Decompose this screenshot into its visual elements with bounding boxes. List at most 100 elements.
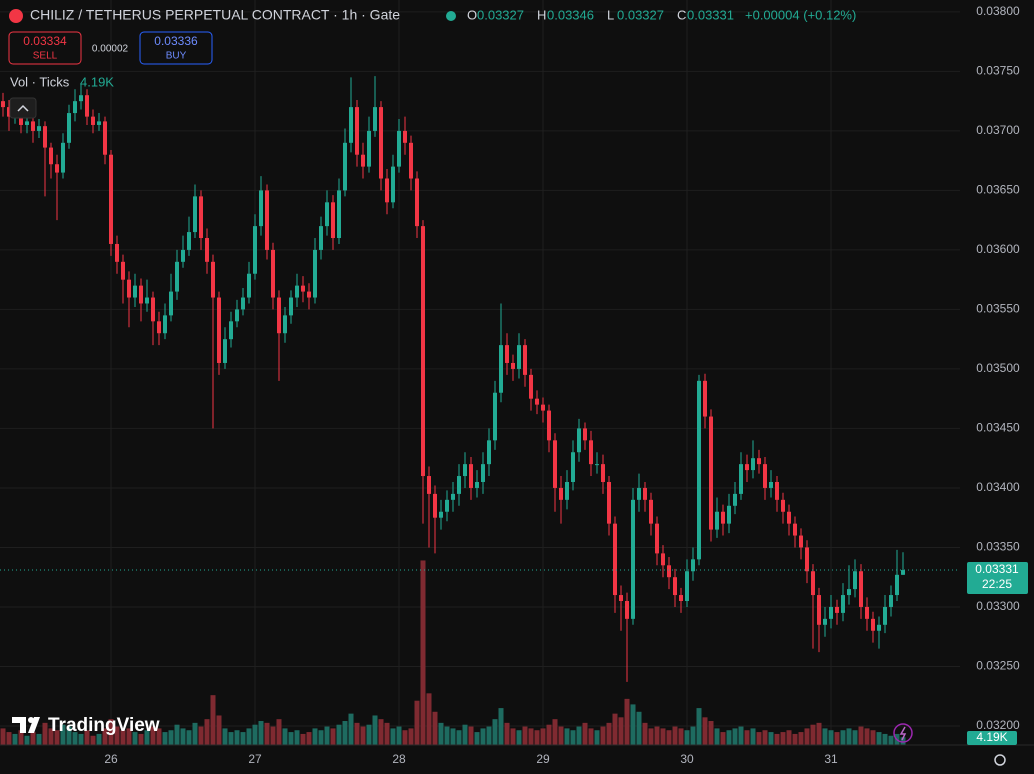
volume-bar <box>888 735 894 745</box>
volume-bar <box>378 719 384 745</box>
settings-icon[interactable] <box>994 754 1006 766</box>
volume-bar <box>276 719 282 745</box>
candle-body <box>865 606 869 619</box>
volume-pane <box>0 560 906 745</box>
volume-bar <box>606 722 612 745</box>
candle-body <box>301 285 305 292</box>
y-tick-label: 0.03700 <box>976 123 1020 137</box>
candle-body <box>265 190 269 250</box>
candle-body <box>355 107 359 155</box>
candle-body <box>97 121 101 125</box>
buy-button[interactable] <box>139 31 213 65</box>
candle-body <box>637 487 641 500</box>
volume-bar <box>120 730 126 745</box>
volume-bar <box>792 733 798 745</box>
alert-icon[interactable] <box>893 723 913 743</box>
candle-body <box>883 606 887 625</box>
volume-bar <box>498 708 504 745</box>
candle-body <box>643 487 647 500</box>
candle-body <box>721 511 725 524</box>
candle-body <box>181 249 185 262</box>
volume-bar <box>816 722 822 745</box>
volume-bar <box>522 726 528 745</box>
candle-body <box>751 458 755 471</box>
candle-body <box>223 339 227 363</box>
candle-body <box>235 309 239 322</box>
volume-bar <box>444 726 450 745</box>
volume-bar <box>300 733 306 745</box>
volume-bar <box>726 730 732 745</box>
candle-body <box>229 321 233 340</box>
candle-body <box>499 345 503 393</box>
volume-bar <box>564 728 570 745</box>
volume-bar <box>240 732 246 745</box>
candle-body <box>859 571 863 607</box>
volume-bar <box>186 730 192 745</box>
volume-bar <box>324 726 330 745</box>
alert-bolt[interactable] <box>899 726 907 741</box>
y-tick-label: 0.03750 <box>976 64 1020 78</box>
candle-body <box>73 101 77 114</box>
status-dot <box>446 11 456 21</box>
volume-bar <box>258 721 264 745</box>
volume-bar <box>858 726 864 745</box>
volume-bar <box>546 724 552 745</box>
logo-dot <box>28 717 34 723</box>
volume-bar <box>162 732 168 745</box>
collapse-icon[interactable] <box>17 104 29 112</box>
candle-body <box>853 571 857 590</box>
y-tick-label: 0.03300 <box>976 599 1020 613</box>
price-axis-bg <box>960 0 1034 774</box>
volume-bar <box>744 730 750 745</box>
candle-body <box>427 476 431 494</box>
spread: 0.00002 <box>92 44 129 55</box>
ohlc-value: 0.03346 <box>547 7 594 22</box>
candle-body <box>523 345 527 375</box>
volume-bar <box>6 732 12 745</box>
collapse-button[interactable] <box>9 97 37 119</box>
volume-bar <box>840 730 846 745</box>
buy-label[interactable]: BUY <box>166 51 187 62</box>
volume-bar <box>684 730 690 745</box>
candle-body <box>271 249 275 298</box>
candle-body <box>625 600 629 619</box>
volume-bar <box>42 722 48 745</box>
candle-body <box>121 261 125 280</box>
candle-body <box>67 113 71 143</box>
volume-bar <box>12 733 18 745</box>
volume-bar <box>450 728 456 745</box>
candle-body <box>847 589 851 596</box>
grid <box>0 0 960 745</box>
candle-body <box>259 190 263 227</box>
candle-body <box>769 481 773 488</box>
sell-price[interactable]: 0.03334 <box>23 34 67 48</box>
candle-body <box>895 574 899 596</box>
sell-label[interactable]: SELL <box>33 51 58 62</box>
candle-body <box>403 130 407 143</box>
volume-bar <box>864 728 870 745</box>
volume-bar <box>414 700 420 745</box>
volume-bar <box>516 730 522 745</box>
volume-bar <box>474 732 480 745</box>
volume-bar <box>570 730 576 745</box>
volume-bar <box>750 728 756 745</box>
candle-body <box>25 121 29 125</box>
change: +0.00004 (+0.12%) <box>745 7 856 22</box>
volume-bar <box>108 719 114 745</box>
candle-body <box>319 226 323 250</box>
ohlc-value: 0.03327 <box>617 7 664 22</box>
sell-button[interactable] <box>8 31 82 65</box>
ohlc-label: L <box>607 7 614 22</box>
ohlc-label: O <box>467 7 477 22</box>
volume-bar <box>354 722 360 745</box>
buy-price[interactable]: 0.03336 <box>154 34 198 48</box>
candle-body <box>571 452 575 482</box>
volume-bar <box>192 722 198 745</box>
volume-bar <box>708 721 714 745</box>
candle-body <box>421 226 425 477</box>
candle-body <box>139 285 143 304</box>
candle-body <box>697 380 701 560</box>
volume-bar <box>126 728 132 745</box>
candle-body <box>469 464 473 488</box>
candles <box>1 76 905 682</box>
